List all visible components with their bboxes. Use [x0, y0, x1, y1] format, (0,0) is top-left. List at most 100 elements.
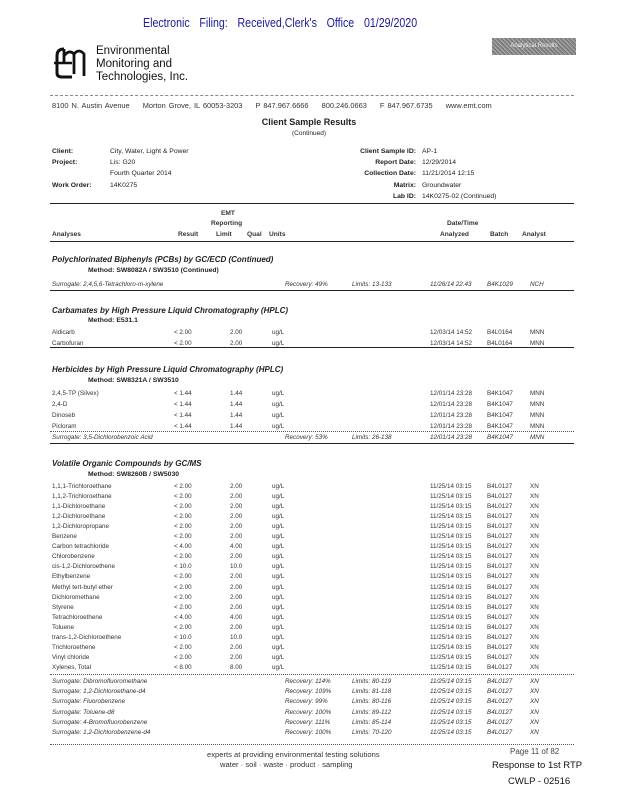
cell-date: 11/25/14 03:15	[430, 503, 472, 511]
col-batch: Batch	[490, 231, 509, 238]
cell-result: < 2.00	[174, 643, 192, 651]
cell-date: 11/25/14 03:15	[430, 623, 472, 631]
cell-limits: Limits: 80-119	[352, 678, 392, 685]
cell-recovery: Recovery: 100%	[285, 729, 332, 736]
result-row: 2,4,5-TP (Silvex) < 1.44 1.44 ug/L 12/01/14 …	[0, 390, 618, 398]
cell-name: Carbofuran	[52, 340, 84, 347]
cell-result: < 10.0	[174, 633, 192, 641]
cell-batch: B4K1047	[487, 423, 513, 430]
cell-recovery: Recovery: 53%	[285, 434, 328, 441]
cell-batch: B4L0127	[487, 533, 513, 541]
result-row: 1,2-Dichloropropane < 2.00 2.00 ug/L 11/25/1…	[0, 523, 618, 531]
cell-batch: B4L0127	[487, 729, 513, 736]
cell-name: 1,1,1-Trichloroethane	[52, 483, 112, 490]
cell-units: ug/L	[272, 623, 285, 631]
cell-units: ug/L	[272, 340, 285, 347]
cell-batch: B4L0127	[487, 633, 513, 641]
cell-batch: B4K1029	[487, 281, 513, 288]
cell-analyst: XN	[530, 553, 539, 561]
toll-free: 800.246.0663	[321, 101, 367, 110]
surrogate-row: Surrogate: 3,5-Dichlorobenzoic Acid Recov…	[0, 434, 618, 442]
cell-units: ug/L	[272, 503, 285, 511]
cell-result: < 2.00	[174, 653, 192, 661]
cell-date: 11/25/14 03:15	[430, 729, 472, 736]
cell-name: trans-1,2-Dichloroethene	[52, 633, 122, 641]
cell-name: Ethylbenzene	[52, 573, 91, 581]
cell-result: < 2.00	[174, 523, 192, 531]
col-qual: Qual	[247, 231, 262, 238]
cell-date: 11/25/14 03:15	[430, 678, 472, 685]
cell-batch: B4L0127	[487, 603, 513, 611]
cell-date: 11/25/14 03:15	[430, 603, 472, 611]
section-method: Method: SW8082A / SW3510 (Continued)	[88, 267, 219, 274]
cell-date: 12/01/14 23:28	[430, 390, 473, 397]
cell-limit: 2.00	[230, 329, 243, 336]
cell-name: 1,1-Dichloroethane	[52, 503, 106, 511]
result-row: Ethylbenzene < 2.00 2.00 ug/L 11/25/14 03:15…	[0, 573, 618, 581]
cell-units: ug/L	[272, 329, 285, 336]
cell-limits: Limits: 70-120	[352, 729, 392, 736]
cell-units: ug/L	[272, 390, 285, 397]
col-limit: Limit	[216, 231, 232, 238]
cell-units: ug/L	[272, 533, 285, 541]
col-analyzed: Analyzed	[440, 231, 469, 238]
result-row: 1,1-Dichloroethane < 2.00 2.00 ug/L 11/25/14…	[0, 503, 618, 511]
cell-analyst: XN	[530, 603, 539, 611]
cell-batch: B4L0127	[487, 593, 513, 601]
result-row: Dichloromethane < 2.00 2.00 ug/L 11/25/14 03…	[0, 594, 618, 602]
surrogate-row: Surrogate: Fluorobenzene Recovery: 99% Lim…	[0, 698, 618, 706]
cell-units: ug/L	[272, 613, 285, 621]
report-date-value: 12/29/2014	[422, 159, 457, 166]
cell-result: < 1.44	[174, 423, 192, 430]
cell-name: 2,4,5-TP (Silvex)	[52, 390, 99, 397]
cell-result: < 10.0	[174, 563, 192, 571]
cell-batch: B4L0127	[487, 513, 513, 521]
cell-date: 11/25/14 03:15	[430, 493, 472, 501]
col-result: Result	[178, 231, 199, 238]
cell-result: < 2.00	[174, 623, 192, 631]
cell-batch: B4L0127	[487, 653, 513, 661]
cell-date: 11/25/14 03:15	[430, 698, 472, 706]
cell-units: ug/L	[272, 593, 285, 601]
cell-result: < 2.00	[174, 593, 192, 601]
surrogate-row: Surrogate: Toluene-d8 Recovery: 100% Limit…	[0, 709, 618, 717]
client-value: City, Water, Light & Power	[110, 148, 189, 155]
cell-batch: B4L0127	[487, 543, 513, 551]
cell-result: < 2.00	[174, 513, 192, 521]
cell-batch: B4L0127	[487, 563, 513, 571]
cell-batch: B4L0127	[487, 553, 513, 561]
report-subtitle: (Continued)	[292, 130, 326, 137]
cell-result: < 2.00	[174, 573, 192, 581]
company-name-line-2: Monitoring and	[96, 58, 173, 70]
cell-limit: 2.00	[230, 643, 243, 651]
cell-analyst: XN	[530, 698, 539, 706]
project-value-2: Fourth Quarter 2014	[110, 170, 172, 177]
cell-analyst: XN	[530, 613, 539, 621]
matrix-value: Groundwater	[422, 182, 462, 189]
cell-name: Surrogate: 1,2-Dichloroethane-d4	[52, 688, 146, 696]
cell-name: Aldicarb	[52, 329, 75, 336]
cell-analyst: XN	[530, 643, 539, 651]
cell-batch: B4L0127	[487, 698, 513, 706]
result-row: Styrene < 2.00 2.00 ug/L 11/25/14 03:15 B4L01…	[0, 604, 618, 612]
cell-analyst: NCH	[530, 281, 544, 288]
cell-name: Dinoseb	[52, 412, 76, 419]
result-row: Dinoseb < 1.44 1.44 ug/L 12/01/14 23:28 B4K10…	[0, 412, 618, 420]
cell-recovery: Recovery: 111%	[285, 718, 331, 726]
phone: P 847.967.6666	[255, 101, 309, 110]
cell-units: ug/L	[272, 663, 285, 671]
cell-recovery: Recovery: 49%	[285, 281, 328, 288]
address-street: 8100 N. Austin Avenue	[52, 101, 130, 110]
result-row: Toluene < 2.00 2.00 ug/L 11/25/14 03:15 B4L01…	[0, 624, 618, 632]
cell-result: < 2.00	[174, 493, 192, 501]
result-row: trans-1,2-Dichloroethene < 10.0 10.0 ug/L 11…	[0, 634, 618, 642]
cell-date: 11/25/14 03:15	[430, 553, 472, 561]
cell-date: 12/03/14 14:52	[430, 329, 473, 336]
cell-batch: B4L0127	[487, 583, 513, 591]
cell-date: 11/25/14 03:15	[430, 563, 472, 571]
cell-limit: 2.00	[230, 340, 243, 347]
cell-units: ug/L	[272, 573, 285, 581]
cell-analyst: XN	[530, 688, 539, 696]
cell-recovery: Recovery: 109%	[285, 688, 332, 696]
cell-date: 11/25/14 03:15	[430, 533, 472, 541]
